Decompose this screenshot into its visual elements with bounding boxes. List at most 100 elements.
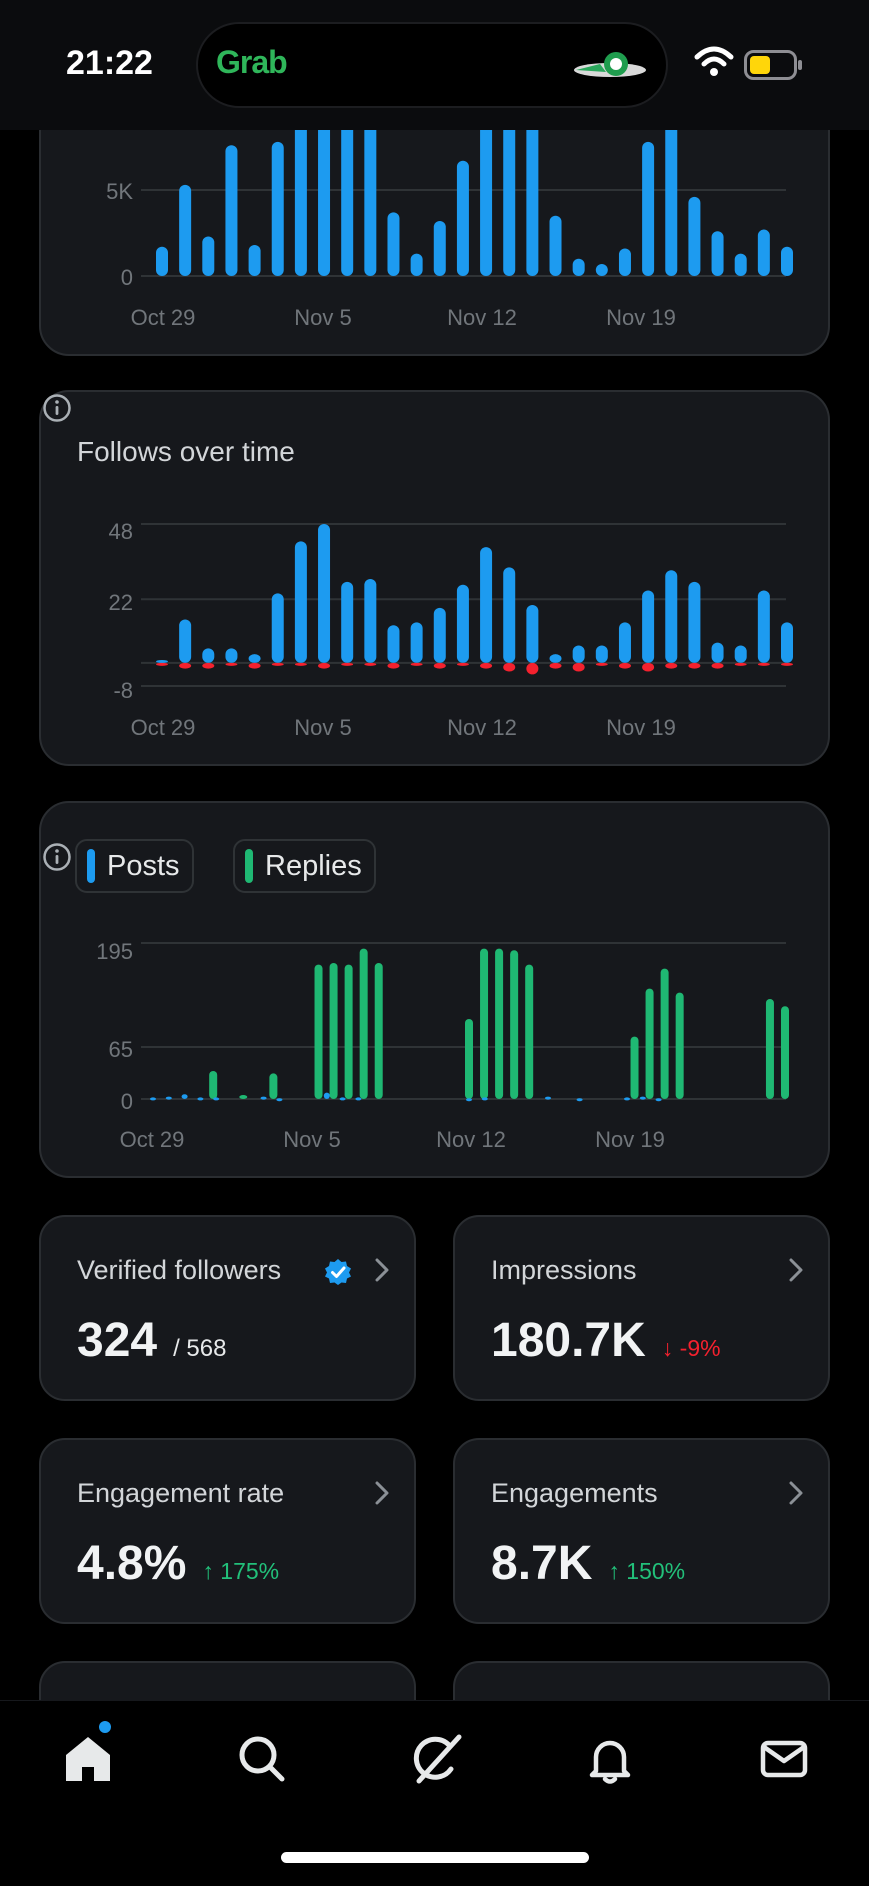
impressions-bar <box>526 104 539 276</box>
impressions-bar <box>364 104 377 276</box>
replies-bar <box>510 950 519 1099</box>
unfollows-bar <box>757 662 770 666</box>
impressions-card[interactable]: Impressions 180.7K ↓ -9% <box>453 1215 830 1401</box>
search-icon[interactable] <box>232 1729 292 1789</box>
replies-bar <box>480 948 489 1099</box>
follows-bar <box>618 622 631 663</box>
chevron-right-icon <box>789 1481 803 1505</box>
follows-bar <box>480 547 493 663</box>
follows-bar <box>179 619 192 663</box>
engagements-card[interactable]: Engagements 8.7K ↑ 150% <box>453 1438 830 1624</box>
follows-chart-title: Follows over time <box>77 436 295 467</box>
impressions-bar <box>781 246 793 276</box>
follows-bar <box>781 622 793 663</box>
home-icon[interactable] <box>58 1729 118 1789</box>
y-tick-195: 195 <box>96 939 133 964</box>
home-indicator[interactable] <box>281 1852 589 1863</box>
x-tick-oct29: Oct 29 <box>120 1127 185 1152</box>
follows-bar <box>387 625 400 663</box>
unfollows-bar <box>271 662 284 666</box>
unfollows-bar <box>387 662 400 669</box>
posts-bar <box>150 1097 156 1101</box>
follows-bar <box>364 578 377 663</box>
unfollows-bar <box>688 662 701 669</box>
unfollows-bar <box>642 662 655 672</box>
follows-bar <box>202 648 215 663</box>
unfollows-bar <box>456 662 469 666</box>
impressions-bar <box>480 104 493 276</box>
x-tick-nov12: Nov 12 <box>447 305 517 330</box>
y-tick-minus8: -8 <box>113 678 133 703</box>
y-tick-0: 0 <box>121 265 133 290</box>
impressions-bar <box>711 231 724 276</box>
follows-bar <box>318 524 331 663</box>
x-tick-nov19: Nov 19 <box>606 305 676 330</box>
unfollows-bar <box>248 662 261 669</box>
impressions-bar <box>248 245 261 276</box>
verified-followers-value-row: 324 / 568 <box>77 1313 226 1368</box>
grab-live-activity-label: Grab <box>216 44 288 80</box>
engagement-rate-card[interactable]: Engagement rate 4.8% ↑ 175% <box>39 1438 416 1624</box>
follows-bar <box>572 645 585 663</box>
impressions-bar <box>202 236 215 276</box>
verified-followers-card[interactable]: Verified followers 324 / 568 <box>39 1215 416 1401</box>
follows-bar <box>665 570 678 663</box>
info-icon[interactable] <box>41 392 73 424</box>
follows-bar <box>156 659 168 663</box>
unfollows-bar <box>734 662 747 666</box>
impressions-bar <box>572 258 585 276</box>
messages-icon[interactable] <box>754 1729 814 1789</box>
impressions-bar <box>410 253 423 276</box>
follows-bar <box>225 648 238 663</box>
verified-followers-value: 324 <box>77 1314 158 1367</box>
follows-bar <box>757 590 770 663</box>
impressions-bar <box>341 104 354 276</box>
follows-bar <box>503 567 516 663</box>
engagements-value-row: 8.7K ↑ 150% <box>491 1536 685 1591</box>
unfollows-bar <box>572 662 585 672</box>
posts-bar <box>576 1098 583 1102</box>
status-bar: 21:22 Grab <box>0 0 869 130</box>
replies-bar <box>329 963 338 1099</box>
replies-swatch <box>245 849 253 883</box>
y-tick-5k: 5K <box>106 179 133 204</box>
unfollows-bar <box>179 662 192 669</box>
grok-icon[interactable] <box>405 1729 465 1789</box>
follows-bar <box>271 593 284 663</box>
replies-bar <box>630 1036 639 1099</box>
dynamic-island[interactable]: Grab <box>196 22 668 108</box>
engagement-rate-delta: ↑ 175% <box>202 1558 280 1584</box>
posts-bar <box>197 1097 204 1101</box>
notifications-icon[interactable] <box>580 1729 640 1789</box>
replies-bar <box>269 1073 278 1099</box>
legend-replies-toggle[interactable]: Replies <box>233 839 376 893</box>
replies-bar <box>344 964 353 1099</box>
x-tick-nov19: Nov 19 <box>606 715 676 740</box>
legend-posts-toggle[interactable]: Posts <box>75 839 194 893</box>
delivery-bike-icon <box>574 52 646 77</box>
unfollows-bar <box>711 662 724 669</box>
unfollows-bar <box>318 662 331 669</box>
x-tick-nov19: Nov 19 <box>595 1127 665 1152</box>
engagements-label: Engagements <box>491 1478 658 1508</box>
unfollows-bar <box>156 662 168 666</box>
follows-bar-chart: 48 22 -8 Oct 29 Nov 5 Nov 12 Nov 19 <box>109 519 793 740</box>
engagement-rate-value-row: 4.8% ↑ 175% <box>77 1536 279 1591</box>
info-icon[interactable] <box>41 841 73 873</box>
posts-bar <box>181 1094 188 1099</box>
impressions-bar <box>595 263 608 276</box>
engagements-value: 8.7K <box>491 1537 593 1590</box>
y-tick-22: 22 <box>109 590 133 615</box>
impressions-bar <box>433 220 446 276</box>
posts-bar <box>466 1098 472 1102</box>
replies-bar <box>314 964 323 1099</box>
impressions-bar <box>734 253 747 276</box>
impressions-label: Impressions <box>491 1255 637 1285</box>
impressions-bar <box>179 184 192 276</box>
replies-bar <box>525 964 534 1099</box>
follows-bar <box>595 645 608 663</box>
chevron-right-icon <box>375 1258 389 1282</box>
replies-bar <box>765 999 774 1099</box>
replies-bar <box>209 1071 218 1099</box>
replies-bar <box>675 992 684 1099</box>
